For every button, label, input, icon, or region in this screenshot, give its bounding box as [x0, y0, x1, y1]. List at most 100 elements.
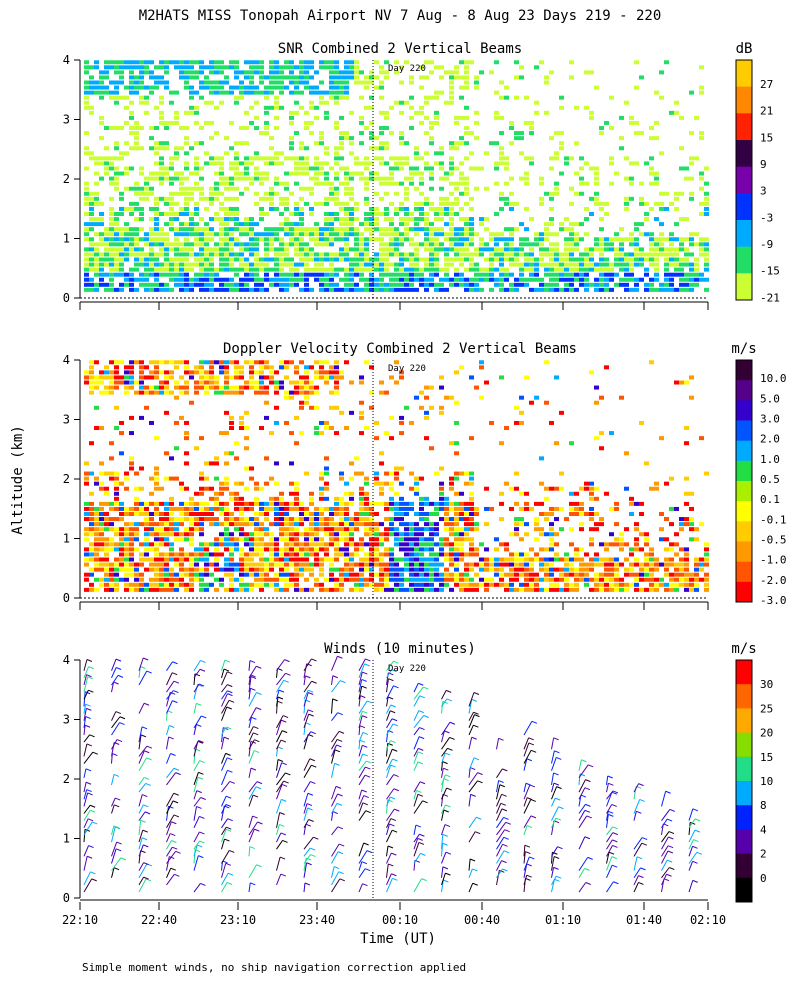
snr-cell	[234, 222, 239, 227]
snr-cell	[499, 95, 504, 100]
velocity-cell	[259, 522, 264, 527]
velocity-cell	[324, 542, 329, 547]
velocity-cell	[409, 557, 414, 562]
velocity-cell	[534, 582, 539, 587]
snr-cell	[444, 287, 449, 292]
velocity-cell	[229, 532, 234, 537]
snr-cell	[574, 242, 579, 247]
snr-cell	[114, 156, 119, 161]
velocity-cell	[384, 547, 389, 552]
velocity-cell	[434, 527, 439, 532]
snr-cell	[364, 282, 369, 287]
velocity-cell	[664, 562, 669, 567]
velocity-cell	[359, 431, 364, 436]
velocity-cell	[519, 567, 524, 572]
snr-cell	[319, 282, 324, 287]
velocity-cell	[264, 542, 269, 547]
snr-cell	[329, 186, 334, 191]
snr-cell	[109, 65, 114, 70]
snr-cell	[134, 257, 139, 262]
velocity-cell	[499, 542, 504, 547]
velocity-cell	[454, 527, 459, 532]
snr-cell	[104, 65, 109, 70]
velocity-cell	[449, 506, 454, 511]
velocity-cell	[139, 415, 144, 420]
snr-cell	[139, 191, 144, 196]
snr-cell	[289, 257, 294, 262]
velocity-cell	[239, 562, 244, 567]
velocity-cell	[504, 557, 509, 562]
snr-cell	[659, 151, 664, 156]
velocity-cell	[399, 572, 404, 577]
snr-cell	[284, 247, 289, 252]
velocity-cell	[669, 506, 674, 511]
velocity-cell	[599, 446, 604, 451]
y-tick-label: 3	[63, 113, 70, 127]
velocity-cell	[269, 537, 274, 542]
velocity-cell	[214, 517, 219, 522]
velocity-cell	[669, 476, 674, 481]
snr-cell	[289, 191, 294, 196]
velocity-cell	[264, 400, 269, 405]
velocity-cell	[419, 587, 424, 592]
velocity-cell	[439, 572, 444, 577]
snr-cell	[429, 120, 434, 125]
snr-cell	[369, 120, 374, 125]
velocity-cell	[364, 557, 369, 562]
snr-cell	[379, 95, 384, 100]
velocity-cell	[454, 572, 459, 577]
velocity-cell	[214, 390, 219, 395]
velocity-cell	[614, 506, 619, 511]
snr-cell	[109, 217, 114, 222]
velocity-cell	[224, 517, 229, 522]
velocity-cell	[309, 385, 314, 390]
velocity-cell	[119, 537, 124, 542]
snr-cell	[354, 232, 359, 237]
snr-cell	[329, 85, 334, 90]
snr-cell	[704, 267, 709, 272]
snr-cell	[139, 70, 144, 75]
snr-cell	[654, 247, 659, 252]
snr-cell	[454, 115, 459, 120]
snr-cell	[419, 201, 424, 206]
velocity-cell	[519, 506, 524, 511]
snr-cell	[124, 151, 129, 156]
velocity-cell	[294, 537, 299, 542]
velocity-cell	[189, 587, 194, 592]
velocity-cell	[479, 562, 484, 567]
velocity-cell	[204, 517, 209, 522]
snr-cell	[114, 166, 119, 171]
snr-cell	[339, 287, 344, 292]
snr-cell	[229, 227, 234, 232]
snr-cell	[409, 272, 414, 277]
snr-cell	[354, 257, 359, 262]
snr-cell	[179, 222, 184, 227]
velocity-cell	[264, 360, 269, 365]
snr-cell	[219, 191, 224, 196]
velocity-cell	[399, 420, 404, 425]
snr-cell	[99, 272, 104, 277]
snr-cell	[684, 166, 689, 171]
snr-cell	[144, 100, 149, 105]
velocity-cell	[649, 486, 654, 491]
velocity-cell	[369, 522, 374, 527]
velocity-cell	[94, 522, 99, 527]
snr-cell	[424, 217, 429, 222]
snr-cell	[679, 247, 684, 252]
velocity-cell	[114, 405, 119, 410]
snr-cell	[149, 60, 154, 65]
snr-cell	[214, 232, 219, 237]
snr-cell	[424, 75, 429, 80]
snr-cell	[704, 257, 709, 262]
snr-cell	[449, 206, 454, 211]
snr-cell	[214, 131, 219, 136]
snr-cell	[89, 282, 94, 287]
velocity-cell	[244, 582, 249, 587]
snr-cell	[389, 217, 394, 222]
velocity-cell	[669, 572, 674, 577]
snr-cell	[214, 181, 219, 186]
snr-cell	[399, 161, 404, 166]
snr-cell	[314, 242, 319, 247]
snr-cell	[499, 267, 504, 272]
snr-cell	[294, 156, 299, 161]
